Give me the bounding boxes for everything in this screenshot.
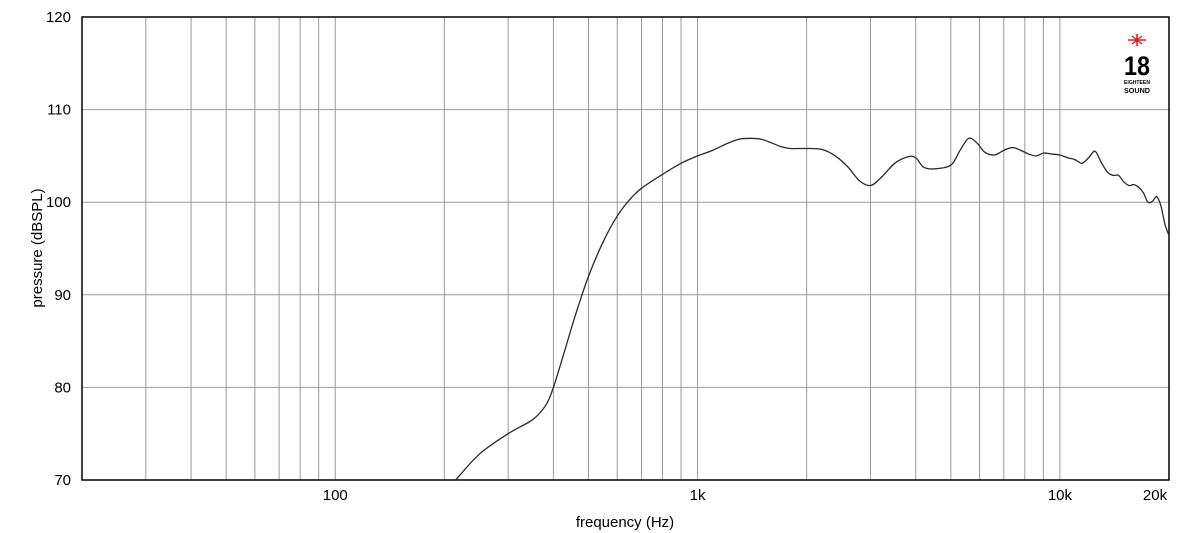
y-tick-label: 90 <box>54 287 71 304</box>
tick-labels: 100 1k 10k 20k 70 80 90 100 110 120 <box>46 9 1168 504</box>
y-tick-label: 120 <box>46 9 71 26</box>
star-icon <box>1128 34 1146 46</box>
x-tick-label: 20k <box>1143 487 1168 504</box>
response-curve <box>455 137 1170 481</box>
x-tick-label: 10k <box>1048 487 1073 504</box>
logo-text-line2: SOUND <box>1124 86 1151 95</box>
y-tick-label: 80 <box>54 379 71 396</box>
y-axis-title: pressure (dBSPL) <box>29 188 46 307</box>
logo-text-line1: EIGHTEEN <box>1124 80 1150 86</box>
grid <box>82 17 1169 480</box>
brand-logo: 18 EIGHTEEN SOUND <box>1124 34 1151 95</box>
x-tick-label: 100 <box>323 487 348 504</box>
plot-frame <box>81 16 1170 481</box>
x-tick-label: 1k <box>690 487 706 504</box>
y-tick-label: 70 <box>54 472 71 489</box>
y-tick-label: 100 <box>46 194 71 211</box>
logo-number: 18 <box>1124 51 1150 81</box>
y-tick-label: 110 <box>47 102 71 119</box>
x-axis-title: frequency (Hz) <box>576 514 674 531</box>
